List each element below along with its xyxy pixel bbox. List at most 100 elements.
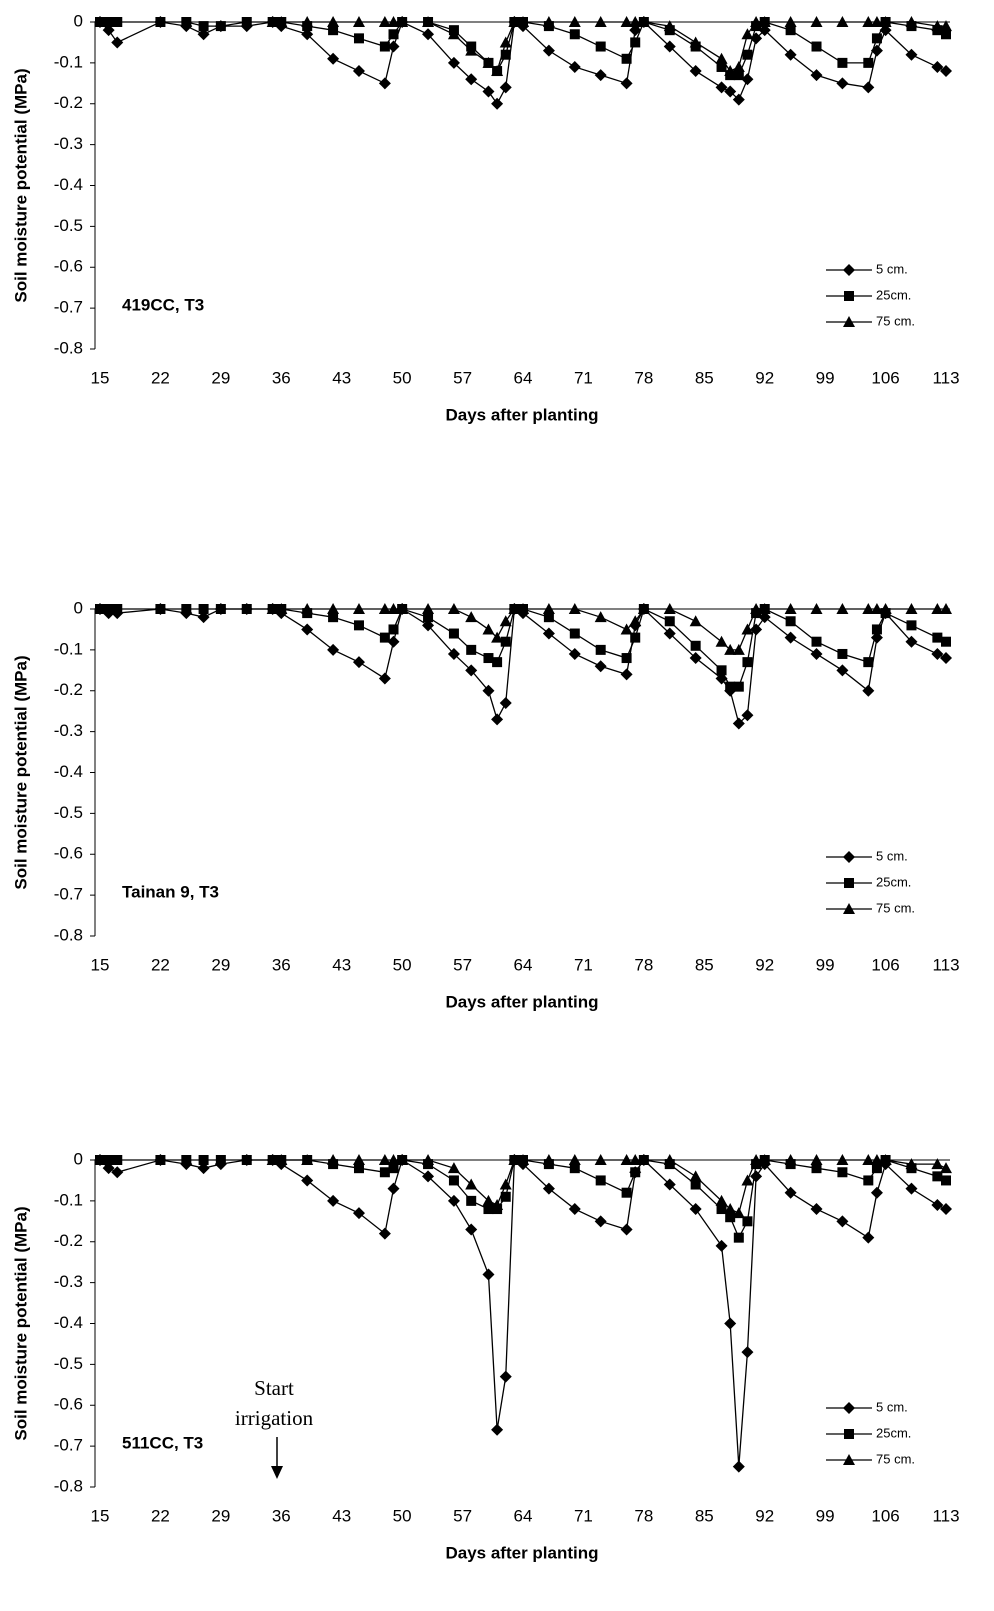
data-point bbox=[353, 33, 364, 44]
y-tick-label: -0.4 bbox=[54, 1313, 83, 1332]
data-point bbox=[741, 623, 754, 635]
data-point bbox=[931, 60, 944, 73]
data-point bbox=[750, 1170, 763, 1183]
data-point bbox=[492, 657, 503, 668]
data-point bbox=[387, 1154, 400, 1165]
y-tick-label: -0.8 bbox=[54, 925, 83, 944]
data-point bbox=[388, 1163, 399, 1174]
data-point bbox=[102, 1162, 115, 1175]
data-point bbox=[483, 1204, 494, 1215]
data-point bbox=[181, 17, 192, 27]
data-point bbox=[905, 48, 918, 61]
y-axis-title: Soil moisture potential (MPa) bbox=[11, 68, 30, 302]
data-point bbox=[266, 603, 279, 614]
data-point bbox=[664, 616, 675, 627]
x-tick-label: 78 bbox=[634, 368, 653, 387]
data-point bbox=[466, 1195, 477, 1206]
data-point bbox=[750, 1154, 763, 1165]
data-point bbox=[784, 631, 797, 644]
data-point bbox=[724, 643, 737, 655]
data-point bbox=[275, 16, 288, 27]
data-point bbox=[594, 1215, 607, 1228]
data-point bbox=[871, 624, 882, 635]
data-point bbox=[466, 644, 477, 655]
data-point bbox=[301, 28, 314, 41]
data-point bbox=[483, 653, 494, 664]
y-tick-label: -0.1 bbox=[54, 52, 83, 71]
data-point bbox=[379, 632, 390, 643]
data-point bbox=[810, 1203, 823, 1216]
y-tick-label: -0.7 bbox=[54, 885, 83, 904]
data-point bbox=[491, 631, 504, 643]
data-point bbox=[482, 1194, 495, 1206]
data-point bbox=[378, 603, 391, 614]
data-point bbox=[715, 1239, 728, 1252]
y-tick-label: -0.6 bbox=[54, 257, 83, 276]
data-point bbox=[422, 28, 435, 41]
data-point bbox=[594, 611, 607, 623]
data-point bbox=[241, 1155, 252, 1165]
x-tick-label: 113 bbox=[932, 368, 959, 387]
data-point bbox=[198, 21, 209, 32]
data-point bbox=[95, 1155, 105, 1165]
x-tick-label: 43 bbox=[332, 1506, 351, 1525]
data-point bbox=[906, 620, 917, 631]
chart-label: 419CC, T3 bbox=[122, 295, 204, 314]
y-tick-label: -0.3 bbox=[54, 134, 83, 153]
y-tick-label: -0.8 bbox=[54, 338, 83, 357]
data-point bbox=[543, 612, 554, 623]
y-tick-label: -0.5 bbox=[54, 803, 83, 822]
data-point bbox=[836, 16, 849, 27]
data-point bbox=[388, 29, 399, 40]
data-point bbox=[941, 1175, 951, 1186]
data-point bbox=[422, 1170, 435, 1183]
x-tick-label: 22 bbox=[151, 1506, 170, 1525]
data-point bbox=[102, 24, 115, 37]
data-point bbox=[465, 611, 478, 623]
x-tick-label: 85 bbox=[695, 1506, 714, 1525]
data-point bbox=[508, 1154, 521, 1165]
data-point bbox=[594, 660, 607, 673]
data-point bbox=[940, 1203, 952, 1216]
data-point bbox=[862, 16, 875, 27]
data-point bbox=[870, 1186, 883, 1199]
data-point bbox=[725, 681, 736, 692]
x-axis-title: Days after planting bbox=[445, 992, 598, 1011]
data-point bbox=[499, 697, 512, 710]
data-point bbox=[352, 656, 365, 669]
data-point bbox=[491, 97, 504, 110]
data-point bbox=[266, 1154, 279, 1165]
data-point bbox=[758, 603, 771, 614]
data-point bbox=[327, 1194, 340, 1207]
x-tick-label: 92 bbox=[755, 368, 774, 387]
x-tick-label: 71 bbox=[574, 368, 593, 387]
x-tick-label: 106 bbox=[871, 1506, 899, 1525]
data-point bbox=[637, 1154, 650, 1165]
x-tick-label: 50 bbox=[393, 955, 412, 974]
y-tick-label: -0.3 bbox=[54, 721, 83, 740]
x-tick-label: 50 bbox=[393, 1506, 412, 1525]
data-point bbox=[482, 684, 495, 697]
data-point bbox=[836, 1154, 849, 1165]
data-point bbox=[689, 1203, 702, 1216]
data-point bbox=[931, 1158, 944, 1170]
data-point bbox=[155, 604, 166, 614]
data-point bbox=[620, 1223, 633, 1236]
data-point bbox=[732, 717, 745, 730]
data-point bbox=[836, 1215, 849, 1228]
data-point bbox=[542, 603, 555, 614]
y-tick-label: 0 bbox=[74, 1149, 83, 1168]
x-tick-label: 29 bbox=[211, 955, 230, 974]
legend-marker bbox=[844, 878, 854, 888]
x-tick-label: 99 bbox=[816, 368, 835, 387]
data-point bbox=[595, 644, 606, 655]
data-point bbox=[905, 1158, 918, 1170]
data-point bbox=[784, 16, 797, 27]
data-point bbox=[785, 616, 796, 627]
data-point bbox=[741, 709, 754, 722]
data-point bbox=[811, 636, 822, 647]
data-point bbox=[387, 40, 400, 53]
data-point bbox=[733, 70, 744, 81]
data-point bbox=[378, 1227, 391, 1240]
